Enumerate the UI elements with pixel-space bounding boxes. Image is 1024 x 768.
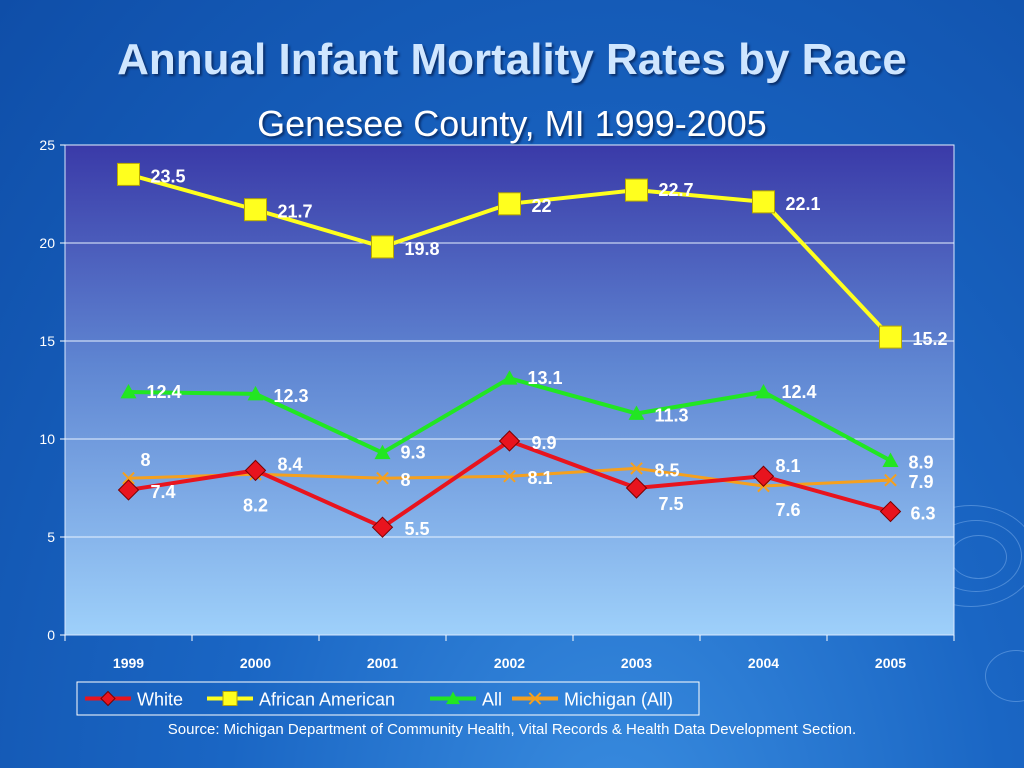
chart-subtitle: Genesee County, MI 1999-2005 — [257, 103, 767, 144]
data-label: 7.5 — [659, 494, 684, 514]
x-axis-ticks: 1999 2000 2001 2002 2003 2004 2005 — [64, 635, 955, 671]
data-label: 8 — [401, 470, 411, 490]
legend-label: White — [137, 690, 183, 710]
data-label: 11.3 — [655, 406, 689, 426]
plot-area — [64, 144, 955, 636]
data-point — [371, 516, 394, 538]
x-tick-label: 1999 — [113, 655, 144, 671]
grid-lines — [65, 144, 954, 538]
data-label: 15.2 — [913, 329, 948, 349]
data-point — [501, 370, 518, 385]
y-tick-label: 5 — [47, 529, 55, 545]
data-label: 8.4 — [278, 454, 303, 474]
legend-swatch-marker — [100, 690, 116, 707]
data-label: 6.3 — [911, 504, 936, 524]
data-point — [247, 385, 264, 401]
data-label: 22 — [532, 196, 552, 216]
data-point — [882, 452, 899, 467]
legend-swatch-marker — [528, 692, 542, 705]
legend-swatch-marker — [222, 691, 238, 706]
data-point — [879, 500, 902, 523]
y-tick-label: 0 — [47, 627, 55, 643]
legend-label: Michigan (All) — [564, 690, 673, 710]
x-tick-label: 2004 — [748, 655, 779, 671]
data-label: 8.1 — [776, 456, 801, 476]
data-label: 8 — [141, 450, 151, 470]
data-label: 8.1 — [528, 468, 553, 488]
y-tick-label: 10 — [39, 431, 55, 447]
data-point — [625, 178, 648, 202]
x-tick-label: 2005 — [875, 655, 906, 671]
data-label: 7.9 — [909, 472, 934, 492]
source-note: Source: Michigan Department of Community… — [167, 721, 857, 738]
data-point — [374, 444, 391, 460]
data-point — [625, 477, 648, 499]
data-point — [628, 405, 645, 420]
x-tick-label: 2003 — [621, 655, 652, 671]
legend-label: All — [482, 690, 502, 710]
data-label: 12.4 — [147, 382, 182, 402]
data-point — [122, 471, 135, 485]
data-point — [752, 465, 775, 487]
legend-swatch-marker — [446, 691, 460, 705]
data-point — [879, 325, 902, 349]
data-point — [371, 235, 394, 259]
data-point — [376, 471, 389, 485]
data-label: 9.3 — [401, 443, 426, 463]
x-tick-label: 2002 — [494, 655, 525, 671]
data-point — [120, 383, 137, 399]
data-point — [117, 162, 140, 186]
legend-box — [76, 681, 700, 716]
data-label: 8.5 — [655, 460, 680, 480]
data-point — [884, 473, 897, 487]
y-axis-ticks: 0 5 10 15 20 25 — [39, 137, 65, 643]
data-point — [503, 469, 516, 483]
data-label: 22.7 — [659, 180, 694, 200]
data-label: 12.3 — [274, 386, 309, 406]
data-label: 5.5 — [405, 519, 430, 539]
data-point — [755, 383, 772, 399]
data-point — [498, 192, 521, 216]
series-white: 7.4 8.4 5.5 9.9 7.5 8.1 6.3 — [117, 430, 936, 539]
data-label: 13.1 — [528, 368, 563, 388]
legend: White African American All Michigan (All) — [76, 681, 700, 716]
data-label: 9.9 — [532, 433, 557, 453]
y-tick-label: 25 — [39, 137, 55, 153]
data-point — [244, 459, 267, 482]
data-label: 7.4 — [151, 482, 176, 502]
data-point — [117, 479, 140, 501]
data-label: 7.6 — [776, 500, 801, 520]
series-group: 88.28 8.1 8.57.67.912.4 12.39.313.111.312.4… — [117, 162, 948, 539]
legend-label: African American — [259, 690, 395, 710]
x-tick-label: 2000 — [240, 655, 271, 671]
data-label: 12.4 — [782, 382, 817, 402]
data-label: 23.5 — [151, 166, 186, 186]
y-tick-label: 15 — [39, 333, 55, 349]
data-label: 8.2 — [243, 495, 268, 515]
series-all: 12.4 12.3 9.3 13.1 11.3 12.4 8.9 — [120, 368, 934, 473]
data-label: 19.8 — [405, 239, 440, 259]
data-label: 22.1 — [786, 194, 821, 214]
y-tick-label: 20 — [39, 235, 55, 251]
data-point — [752, 190, 775, 214]
data-label: 21.7 — [278, 202, 313, 222]
data-label: 8.9 — [909, 453, 934, 473]
data-point — [630, 462, 643, 475]
series-african-american: 23.5 21.7 19.8 22 22.7 22.1 15.2 — [117, 162, 948, 349]
data-point — [244, 198, 267, 222]
data-point — [498, 430, 521, 452]
chart-title: Annual Infant Mortality Rates by Race — [117, 35, 907, 84]
x-tick-label: 2001 — [367, 655, 398, 671]
